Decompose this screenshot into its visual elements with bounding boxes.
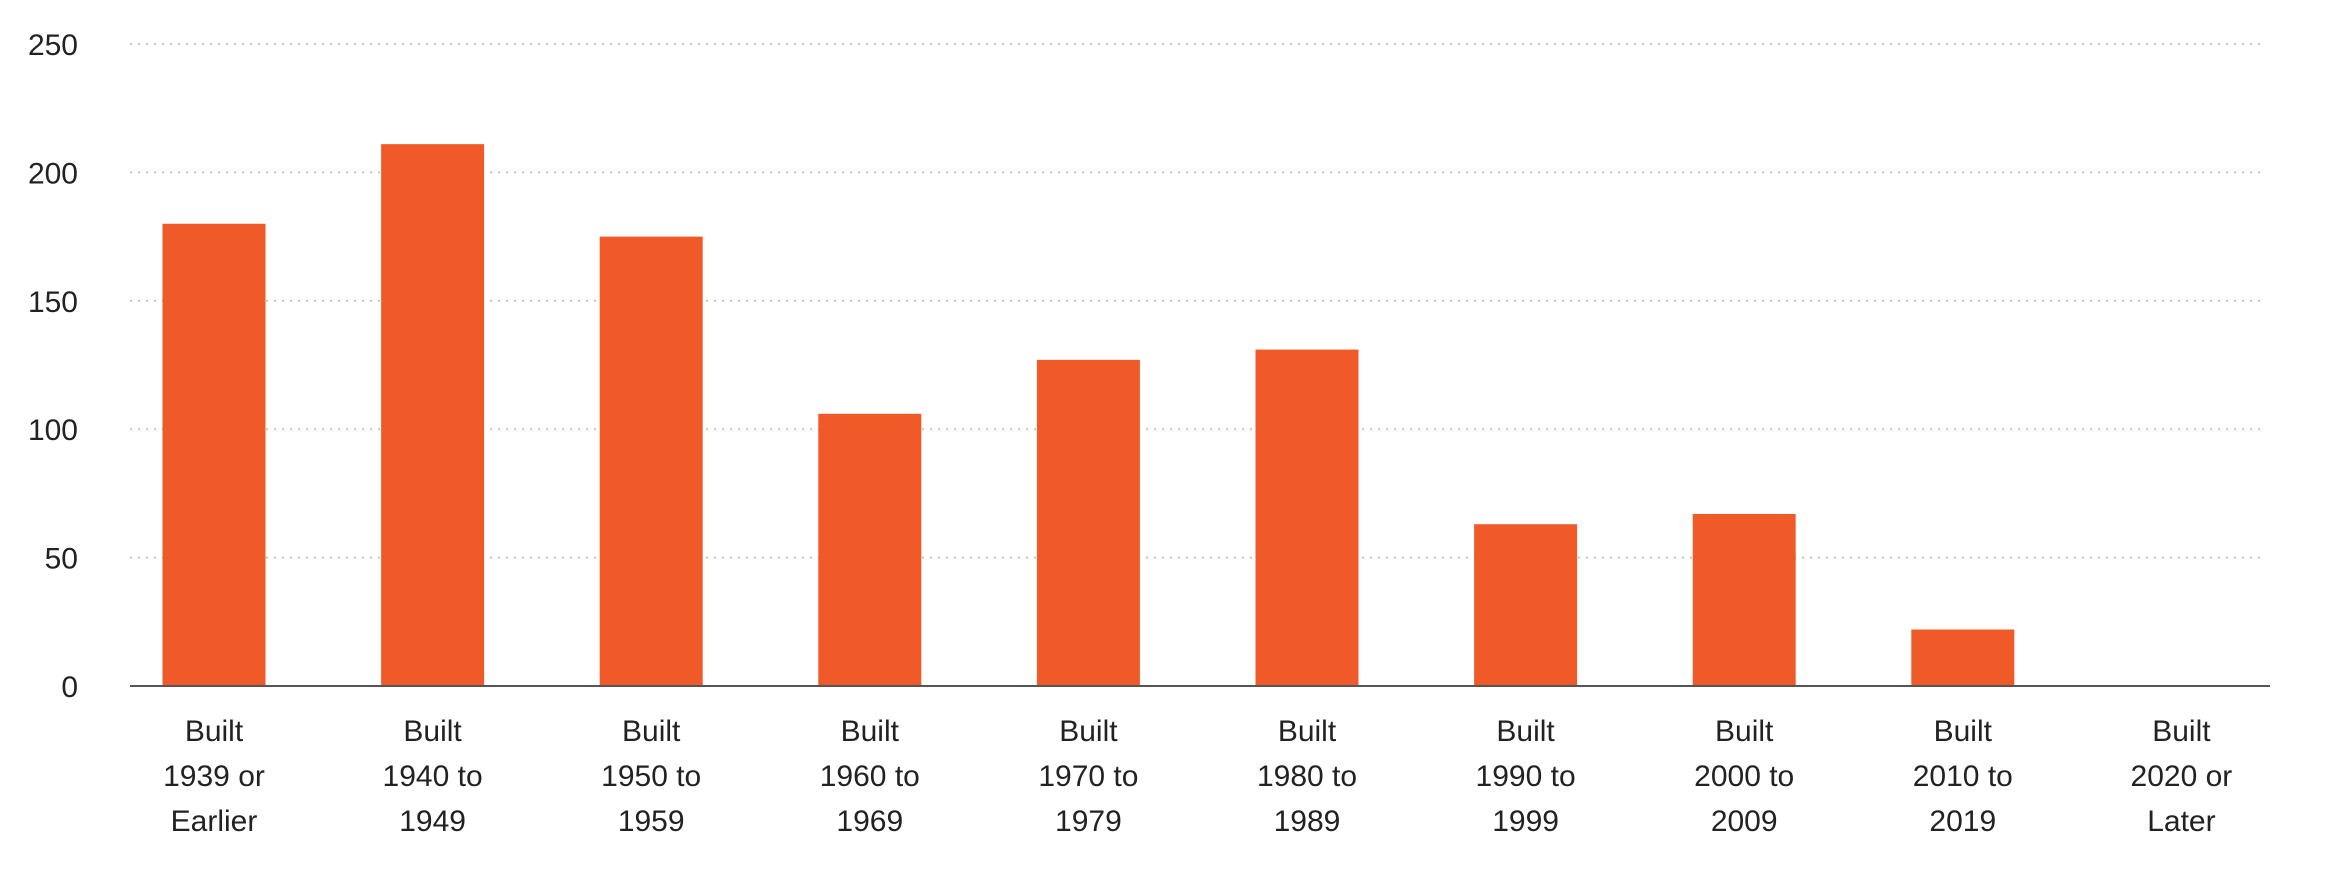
bar (162, 223, 266, 686)
x-category-label: 2010 to (1913, 760, 2013, 793)
y-tick-label: 100 (28, 414, 78, 447)
y-tick-label: 0 (61, 671, 78, 704)
x-category-label: Built (2152, 715, 2211, 748)
x-category-label: 1950 to (601, 760, 701, 793)
x-category-label: 1999 (1492, 805, 1559, 838)
bar (1036, 359, 1140, 686)
x-axis-category-labels: Built 1939 or Earlier Built 1940 to 1949 Built… (163, 715, 2232, 838)
x-category-label: 1990 to (1476, 760, 1576, 793)
y-tick-label: 50 (45, 543, 78, 576)
x-category-label: Later (2147, 805, 2215, 838)
x-category-label: Built (1934, 715, 1993, 748)
bar (1255, 349, 1359, 686)
x-category-label: 1980 to (1257, 760, 1357, 793)
x-category-label: 2020 or (2131, 760, 2233, 793)
x-category-label: Built (1059, 715, 1118, 748)
bar (1911, 629, 2015, 686)
bar (818, 413, 922, 686)
x-category-label: Built (403, 715, 462, 748)
x-category-label: 1939 or (163, 760, 265, 793)
bars (162, 144, 2015, 687)
bar (1692, 513, 1796, 686)
x-category-label: Built (1278, 715, 1337, 748)
x-category-label: 1959 (618, 805, 685, 838)
y-tick-label: 250 (28, 29, 78, 62)
x-category-label: Built (1715, 715, 1774, 748)
y-tick-label: 150 (28, 286, 78, 319)
y-tick-label: 200 (28, 157, 78, 190)
bar (1474, 524, 1578, 686)
x-category-label: 1940 to (383, 760, 483, 793)
x-category-label: 1949 (399, 805, 466, 838)
x-category-label: Built (185, 715, 244, 748)
x-category-label: 2019 (1929, 805, 1996, 838)
x-category-label: 1989 (1274, 805, 1341, 838)
x-category-label: 1969 (836, 805, 903, 838)
x-category-label: Built (622, 715, 681, 748)
x-category-label: Built (1496, 715, 1555, 748)
x-category-label: 1970 to (1038, 760, 1138, 793)
bar (381, 144, 485, 687)
x-category-label: 2009 (1711, 805, 1778, 838)
y-axis-tick-labels: 0 50 100 150 200 250 (28, 29, 78, 704)
bar (599, 236, 703, 686)
x-category-label: Earlier (171, 805, 258, 838)
x-category-label: 1979 (1055, 805, 1122, 838)
x-category-label: 2000 to (1694, 760, 1794, 793)
x-category-label: 1960 to (820, 760, 920, 793)
x-category-label: Built (841, 715, 900, 748)
